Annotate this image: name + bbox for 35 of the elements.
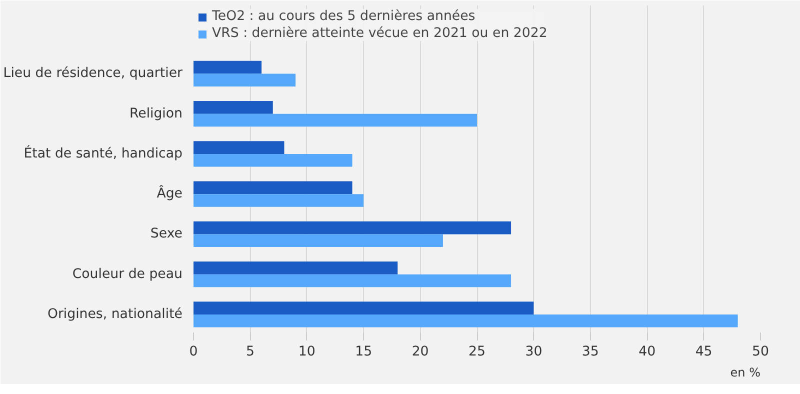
y-tick-label: Couleur de peau	[72, 266, 183, 282]
bar	[194, 100, 273, 114]
bar	[194, 302, 534, 314]
y-tick-label: Religion	[129, 106, 183, 122]
y-tick-label: Origines, nationalité	[47, 306, 182, 322]
y-tick-label: Âge	[156, 184, 183, 202]
bar	[194, 314, 738, 328]
bar	[194, 114, 477, 127]
x-tick-label: 10	[298, 344, 316, 360]
x-tick-label: 35	[582, 344, 599, 360]
y-tick-label: Sexe	[150, 226, 183, 242]
y-tick-label: État de santé, handicap	[24, 144, 182, 162]
x-tick-label: 50	[752, 344, 769, 360]
x-tick-label: 25	[468, 344, 486, 360]
legend-label: VRS : dernière atteinte vécue en 2021 ou en 2022	[212, 26, 548, 41]
bar	[194, 74, 296, 87]
x-tick-label: 20	[412, 344, 429, 360]
bar	[194, 221, 512, 234]
x-tick-label: 0	[189, 344, 198, 360]
y-tick-label: Lieu de résidence, quartier	[3, 66, 184, 82]
bar	[194, 274, 512, 288]
bar	[194, 194, 364, 207]
bar	[194, 261, 398, 274]
x-tick-label: 40	[638, 344, 656, 360]
bar	[194, 181, 352, 194]
x-tick-label: 30	[525, 344, 542, 360]
x-tick-label: 15	[355, 344, 372, 360]
bar	[194, 234, 443, 248]
legend-label: TeO2 : au cours des 5 dernières années	[212, 9, 476, 24]
x-tick-label: 5	[246, 344, 254, 360]
x-axis-title: en %	[730, 366, 761, 380]
bar	[194, 60, 262, 74]
bar	[194, 154, 352, 167]
bar	[194, 141, 284, 154]
x-tick-label: 45	[695, 344, 712, 360]
